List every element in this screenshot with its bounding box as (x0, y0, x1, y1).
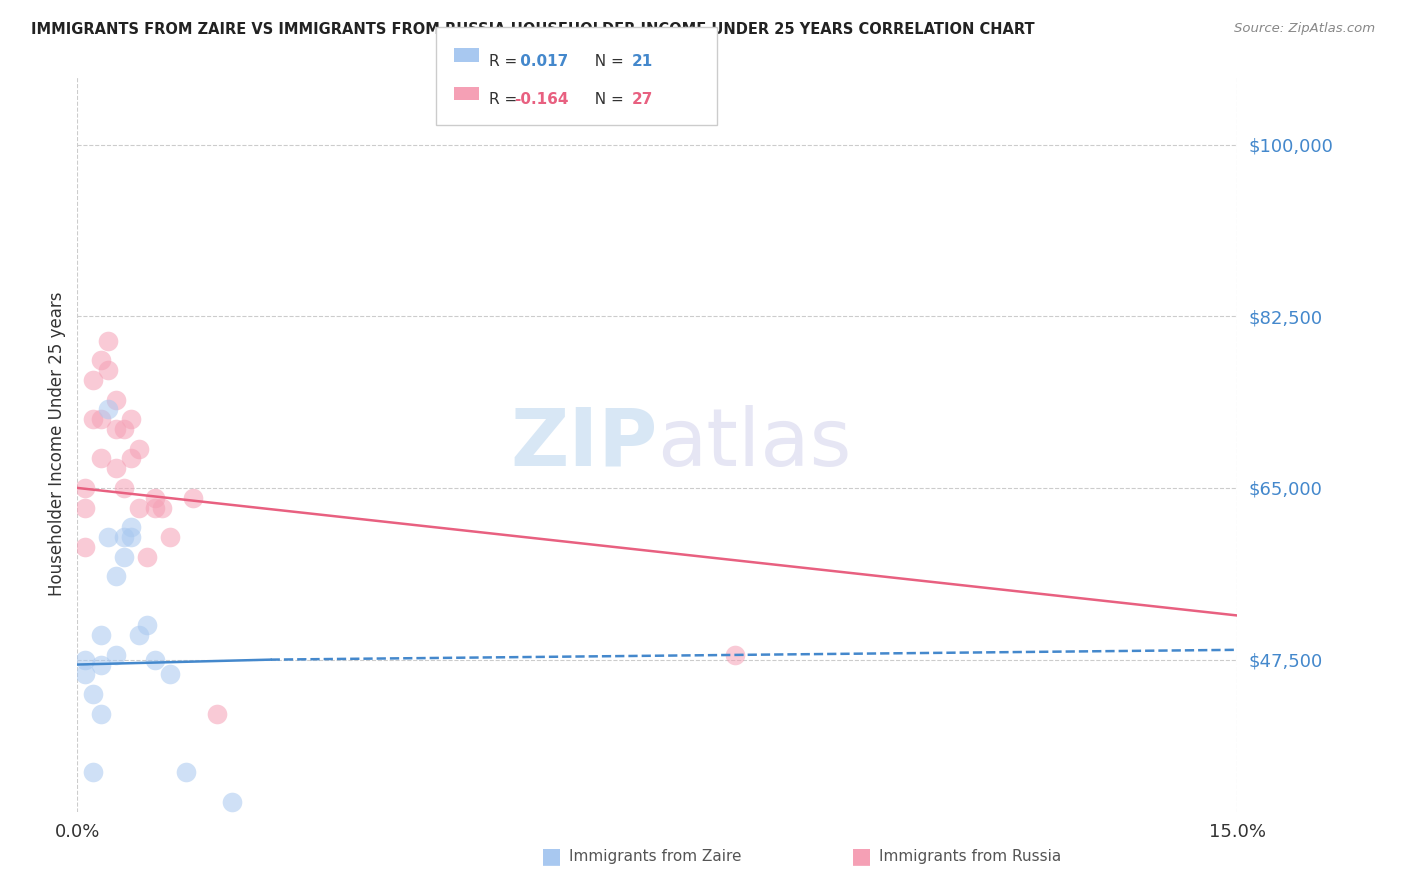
Text: ZIP: ZIP (510, 405, 658, 483)
Text: 27: 27 (631, 92, 652, 107)
Point (105, 392, 127, 407)
Point (90, 353, 111, 368)
Point (105, 422, 127, 436)
Point (75, 500, 96, 515)
Text: R =: R = (489, 54, 523, 69)
Point (105, 461, 127, 475)
Point (90, 412, 111, 426)
Point (143, 500, 166, 515)
Point (143, 491, 166, 505)
Point (82, 373, 104, 387)
Point (183, 491, 205, 505)
Point (121, 451, 143, 466)
Point (112, 549, 135, 564)
Point (97, 402, 120, 417)
Point (221, 795, 243, 809)
Point (159, 667, 181, 681)
Point (75, 667, 96, 681)
Point (159, 530, 181, 544)
Point (128, 500, 150, 515)
Point (152, 500, 174, 515)
Point (143, 653, 166, 667)
Point (112, 422, 135, 436)
Text: atlas: atlas (658, 405, 852, 483)
Point (90, 706, 111, 721)
Point (136, 549, 159, 564)
Text: N =: N = (585, 54, 628, 69)
Y-axis label: Householder Income Under 25 years: Householder Income Under 25 years (48, 292, 66, 596)
Point (205, 706, 228, 721)
Text: N =: N = (585, 92, 628, 107)
Text: 21: 21 (631, 54, 652, 69)
Text: Source: ZipAtlas.com: Source: ZipAtlas.com (1234, 22, 1375, 36)
Point (82, 412, 104, 426)
Point (82, 687, 104, 701)
Text: R =: R = (489, 92, 523, 107)
Point (90, 657, 111, 672)
Point (121, 520, 143, 534)
Text: Immigrants from Russia: Immigrants from Russia (879, 849, 1062, 863)
Text: -0.164: -0.164 (515, 92, 569, 107)
Point (121, 530, 143, 544)
Point (724, 648, 747, 662)
Point (75, 653, 96, 667)
Point (112, 530, 135, 544)
Text: ■: ■ (541, 847, 562, 866)
Text: 0.017: 0.017 (515, 54, 568, 69)
Point (105, 648, 127, 662)
Text: ■: ■ (851, 847, 872, 866)
Point (97, 334, 120, 348)
Point (97, 530, 120, 544)
Point (97, 363, 120, 377)
Point (128, 628, 150, 642)
Point (174, 765, 197, 780)
Point (136, 618, 159, 632)
Point (75, 481, 96, 495)
Text: Immigrants from Zaire: Immigrants from Zaire (569, 849, 742, 863)
Point (105, 569, 127, 583)
Text: IMMIGRANTS FROM ZAIRE VS IMMIGRANTS FROM RUSSIA HOUSEHOLDER INCOME UNDER 25 YEAR: IMMIGRANTS FROM ZAIRE VS IMMIGRANTS FROM… (31, 22, 1035, 37)
Point (112, 481, 135, 495)
Point (128, 442, 150, 456)
Point (82, 765, 104, 780)
Point (75, 540, 96, 554)
Point (90, 628, 111, 642)
Point (121, 412, 143, 426)
Point (90, 451, 111, 466)
